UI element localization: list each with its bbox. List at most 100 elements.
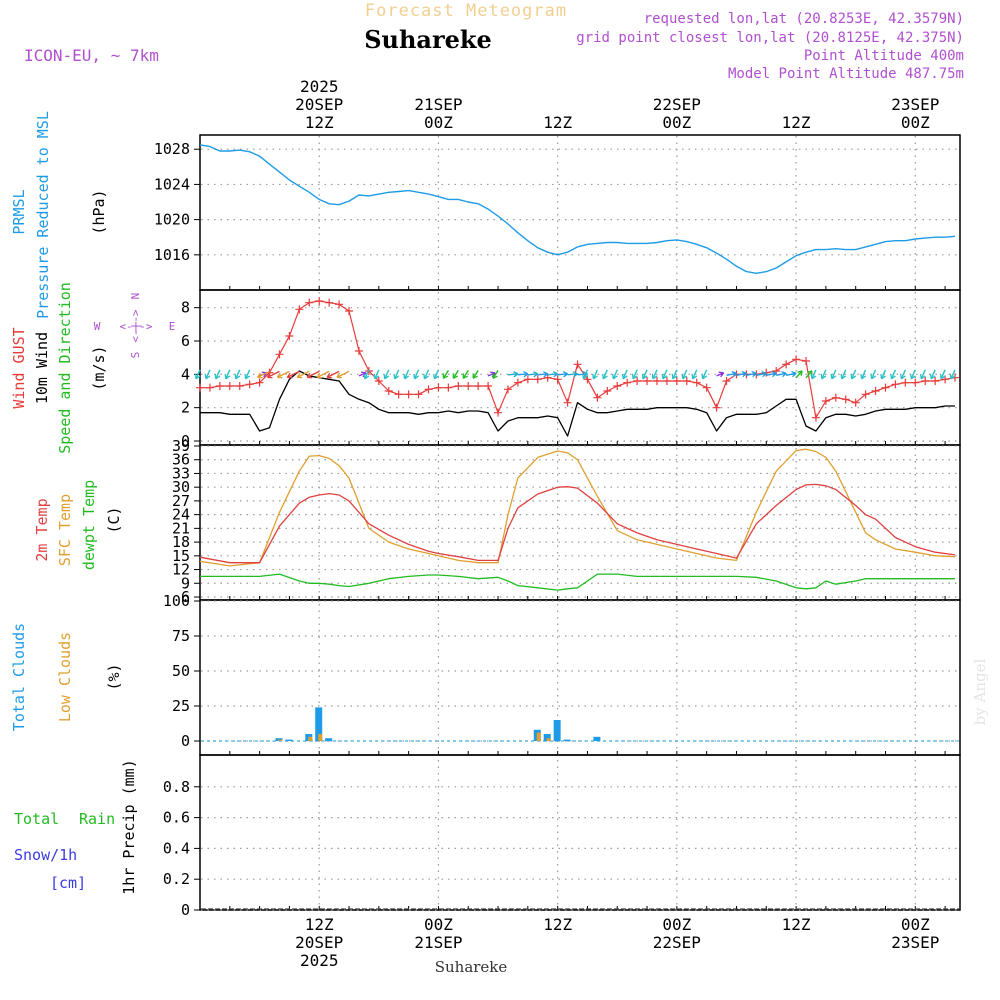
wind-barb-head [731, 371, 737, 378]
chart-title: Forecast Meteogram [365, 1, 567, 21]
gust-marker [831, 393, 840, 402]
gust-marker [345, 307, 354, 315]
top-time-label: 12Z [543, 113, 572, 132]
wind-direction-barb [940, 369, 946, 380]
wind-direction-barb [547, 373, 558, 376]
gust-marker [335, 300, 344, 309]
wind-direction-barb [384, 369, 390, 380]
sfc-temp-label: SFC Temp [56, 494, 74, 566]
gust-marker [354, 347, 363, 355]
gust-marker [821, 397, 830, 405]
gust-marker [235, 382, 244, 390]
pressure-line [199, 144, 956, 274]
wind-direction-barb [306, 370, 320, 378]
gust-marker [503, 385, 512, 394]
y-tick-label: 0 [181, 432, 190, 450]
low-cloud-bar [278, 739, 283, 741]
wind-barb-head [840, 373, 847, 380]
y-tick-label: 25 [172, 697, 190, 715]
y-tick-label: 0.8 [163, 778, 190, 796]
y-tick-label: 6 [181, 588, 190, 606]
gust-marker [802, 357, 811, 365]
wind-direction-barb [257, 370, 270, 378]
gust-marker [533, 375, 542, 384]
gust-marker [245, 380, 254, 389]
top-time-label: 12Z [305, 113, 334, 132]
wind-barb-head [204, 373, 211, 380]
gust-marker [792, 355, 801, 364]
wind-direction-barb [527, 373, 538, 376]
y-tick-label: 0 [181, 732, 190, 750]
low-clouds-label: Low Clouds [56, 632, 74, 722]
wind-barb-head [393, 373, 400, 380]
y-tick-label: 18 [172, 533, 190, 551]
gust-marker [205, 383, 214, 392]
gust-marker [931, 377, 940, 385]
wind-barb-head [562, 371, 569, 378]
gust-marker [881, 383, 890, 392]
wind-barb-head [751, 371, 757, 378]
bottom-time-label: 22SEP [653, 933, 701, 952]
wind-direction-barb [632, 369, 638, 380]
wind-direction-barb [880, 369, 887, 380]
wind-direction-barb [472, 369, 479, 379]
gust-marker [573, 360, 582, 369]
gust-marker [692, 378, 701, 387]
wind-direction-barb [776, 372, 787, 377]
wind-direction-barb [870, 369, 877, 380]
wind-direction-barb [831, 369, 837, 380]
compass-we-axis: <-|-> [119, 320, 152, 333]
bottom-time-label: 2025 [300, 951, 339, 970]
rain-label: Rain [79, 810, 115, 828]
y-tick-label: 39 [172, 437, 190, 455]
wind-direction-barb [423, 369, 430, 380]
wind-barb-head [266, 372, 273, 379]
y-tick-label: 6 [181, 332, 190, 350]
wind-barb-head [810, 373, 817, 380]
wind-barb-head [661, 373, 668, 380]
y-tick-label: 15 [172, 547, 190, 565]
wind-barb-head [830, 373, 837, 380]
wind-direction-barb [394, 369, 400, 380]
low-cloud-bar [308, 736, 313, 741]
y-tick-label: 21 [172, 519, 190, 537]
compass-s: S [129, 352, 142, 359]
y-tick-label: 36 [172, 451, 190, 469]
bottom-time-label: 00Z [662, 915, 691, 934]
wind-barb-head [286, 372, 293, 379]
gust-marker [374, 377, 383, 385]
wind-barb-head [296, 372, 303, 379]
top-time-label: 2025 [300, 77, 339, 96]
gust-marker [911, 378, 920, 387]
temp-panel [199, 444, 961, 601]
top-time-label: 21SEP [414, 95, 462, 114]
wind-direction-barb [592, 369, 599, 380]
wind-direction-barb [622, 369, 628, 380]
gust-marker [643, 377, 652, 385]
low-cloud-bar [536, 732, 541, 741]
bottom-time-label: 00Z [424, 915, 453, 934]
wind-barb-head [820, 373, 827, 380]
wind-barb-head [542, 371, 549, 378]
wind-barb-head [194, 373, 201, 380]
gust-marker [652, 377, 661, 385]
gust-marker [851, 398, 860, 407]
wind-direction-barb [930, 369, 936, 380]
y-tick-label: 30 [172, 478, 190, 496]
gust-marker [712, 403, 721, 412]
wind-barb-head [552, 371, 559, 378]
wind-direction-barb [950, 369, 956, 380]
wind-barb-head [671, 373, 678, 380]
y-tick-label: 12 [172, 561, 190, 579]
gust-marker [662, 377, 671, 385]
y-tick-label: 0 [181, 901, 190, 919]
percent-unit-label: (%) [105, 663, 123, 690]
gridpoint-coords: grid point closest lon,lat (20.8125E, 42… [576, 30, 964, 46]
gust-marker [305, 298, 314, 307]
y-tick-label: 0.2 [163, 870, 190, 888]
top-time-label: 23SEP [891, 95, 939, 114]
gust-marker [841, 395, 850, 404]
wind-labels: Wind GUST 10m Wind Speed and Direction (… [10, 282, 175, 454]
wind-barb-head [316, 372, 323, 379]
